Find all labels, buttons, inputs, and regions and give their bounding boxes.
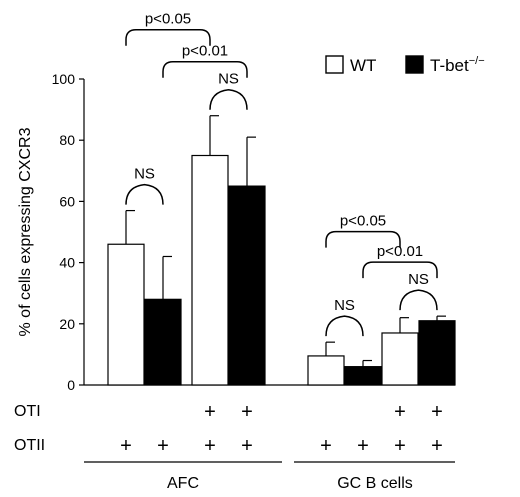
oti-plus-marker: + (394, 401, 406, 423)
p-value-bracket (125, 28, 211, 46)
ns-bracket (399, 289, 438, 311)
oti-plus-marker: + (204, 401, 216, 423)
oti-plus-marker: + (431, 401, 443, 423)
bar-afc-tbet-ko (228, 185, 266, 386)
y-tick-label: 20 (59, 316, 75, 332)
group-label-afc: AFC (167, 475, 199, 492)
bar-afc-wt (191, 154, 229, 386)
bars (107, 115, 456, 386)
row-label-oti: OTI (14, 403, 41, 420)
p-value-label: p<0.05 (145, 11, 191, 28)
ns-label: NS (134, 166, 155, 183)
bar-gc-b-tbet-ko (418, 320, 456, 386)
p-value-bracket (325, 230, 401, 248)
otii-plus-marker: + (431, 435, 443, 457)
group-label-gc-b-cells: GC B cells (337, 475, 413, 492)
bar-gc-b-tbet-ko (344, 366, 382, 386)
ns-label: NS (334, 297, 355, 314)
legend-swatch-wt (325, 55, 344, 74)
y-tick-label: 100 (52, 71, 76, 87)
legend-label-tbet-superscript: −/− (469, 55, 485, 67)
row-label-otii: OTII (14, 437, 45, 454)
ns-label: NS (218, 71, 239, 88)
otii-plus-marker: + (157, 435, 169, 457)
y-axis-label: % of cells expressing CXCR3 (17, 127, 34, 336)
axes: 0 20 40 60 80 100 % of cells expressing CXCR3 (17, 71, 455, 393)
y-tick-label: 40 (59, 255, 75, 271)
otii-plus-marker: + (204, 435, 216, 457)
bar-afc-tbet-ko (144, 298, 182, 386)
bar-gc-b-wt (381, 332, 419, 386)
p-value-label: p<0.01 (377, 243, 423, 260)
ns-label: NS (408, 271, 429, 288)
ns-bracket (325, 315, 364, 337)
legend-label-tbet: T-bet−/− (430, 55, 485, 75)
legend-label-tbet-name: T-bet (430, 56, 469, 75)
legend: WT T-bet−/− (325, 55, 485, 75)
otii-plus-marker: + (394, 435, 406, 457)
oti-plus-marker: + (241, 401, 253, 423)
y-tick-label: 60 (59, 193, 75, 209)
ns-bracket (125, 183, 164, 205)
legend-swatch-tbet (405, 55, 424, 74)
otii-plus-marker: + (241, 435, 253, 457)
p-value-bracket (162, 60, 248, 78)
y-tick-label: 80 (59, 132, 75, 148)
ns-bracket (209, 88, 248, 110)
otii-plus-marker: + (120, 435, 132, 457)
p-value-label: p<0.01 (182, 43, 228, 60)
bar-gc-b-wt (307, 355, 345, 386)
legend-label-wt: WT (350, 56, 376, 75)
significance-annotations: NS NS p<0.01 p<0.05 NS NS p<0.01 p<0.05 (125, 11, 438, 337)
otii-plus-marker: + (320, 435, 332, 457)
condition-table: OTI OTII + + + + + + + + + + + + AFC GC B cells (14, 401, 455, 492)
otii-plus-marker: + (357, 435, 369, 457)
p-value-bracket (362, 261, 438, 279)
y-tick-label: 0 (67, 377, 75, 393)
bar-afc-wt (107, 243, 145, 386)
p-value-label: p<0.05 (340, 213, 386, 230)
